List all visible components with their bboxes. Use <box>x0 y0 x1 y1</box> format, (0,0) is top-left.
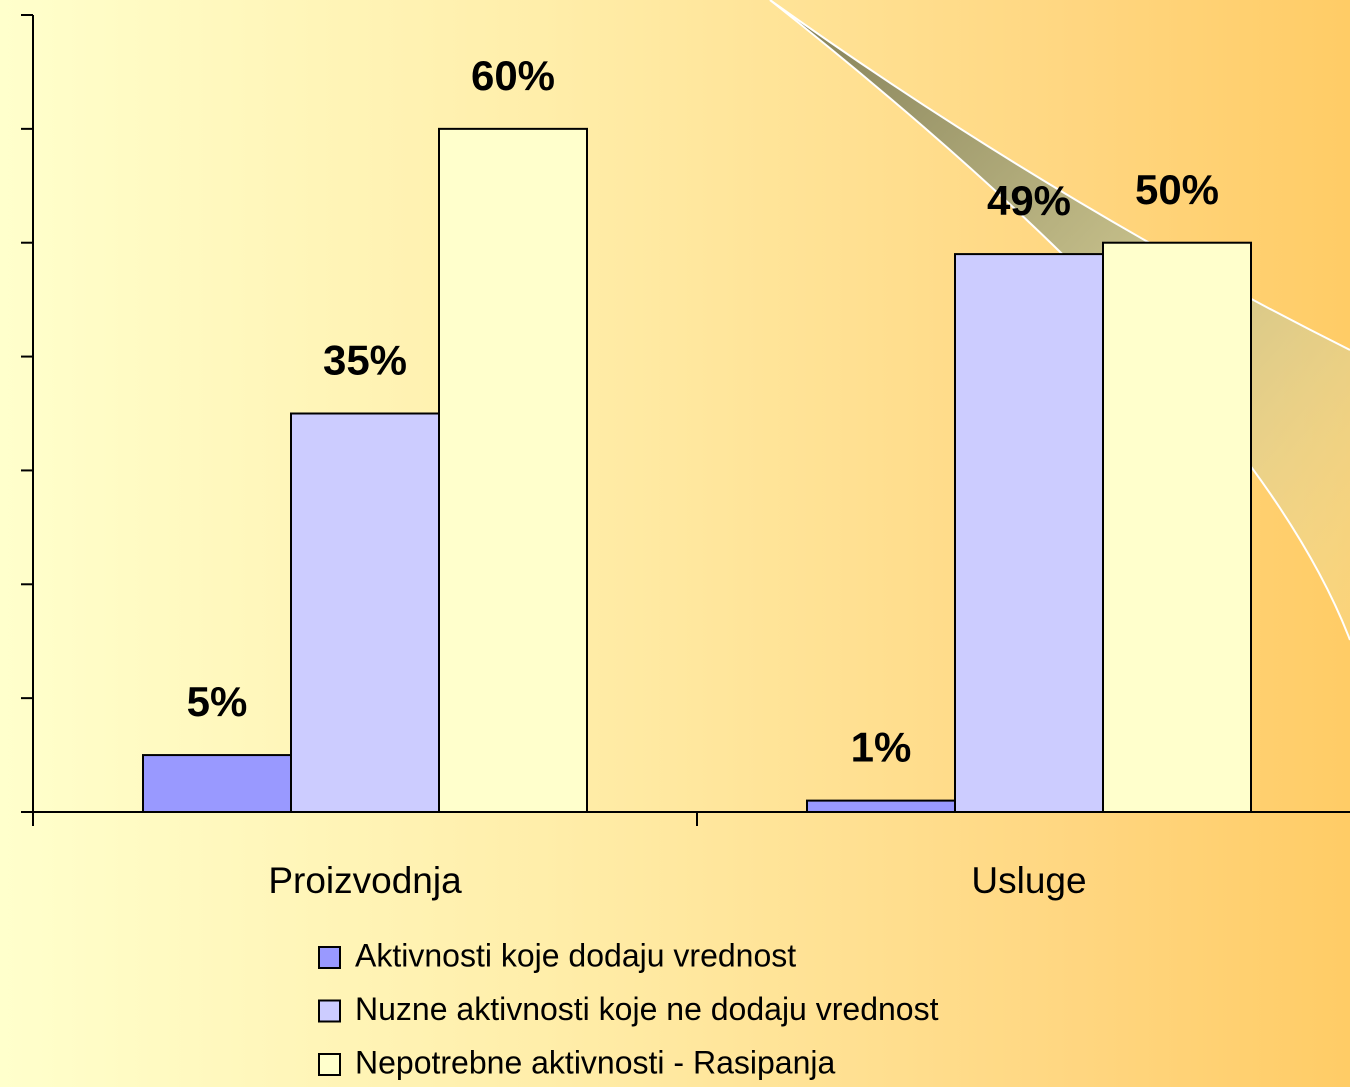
value-label: 49% <box>987 177 1071 224</box>
bar <box>807 801 955 812</box>
chart: Proizvodnja 5% 35% 60% Usluge 1% 49% 50% Aktivno… <box>0 0 1350 1087</box>
slide: Proizvodnja 5% 35% 60% Usluge 1% 49% 50% Aktivno… <box>0 0 1350 1087</box>
value-label: 5% <box>187 678 248 725</box>
legend-label: Nepotrebne aktivnosti - Rasipanja <box>355 1044 835 1080</box>
legend-label: Nuzne aktivnosti koje ne dodaju vrednost <box>355 991 939 1027</box>
legend-swatch <box>319 1001 340 1022</box>
legend-label: Aktivnosti koje dodaju vrednost <box>355 937 796 973</box>
legend-swatch <box>319 947 340 968</box>
bar <box>439 129 587 812</box>
value-label: 50% <box>1135 166 1219 213</box>
x-tick-label: Proizvodnja <box>268 860 462 901</box>
value-label: 60% <box>471 52 555 99</box>
value-label: 35% <box>323 337 407 384</box>
x-tick-label: Usluge <box>971 860 1086 901</box>
bar <box>955 254 1103 812</box>
bar <box>143 755 291 812</box>
plot-area: Proizvodnja 5% 35% 60% Usluge 1% 49% 50% Aktivno… <box>21 15 1350 1080</box>
bar <box>291 414 439 813</box>
bar <box>1103 243 1251 812</box>
value-label: 1% <box>851 724 912 771</box>
legend-swatch <box>319 1054 340 1075</box>
